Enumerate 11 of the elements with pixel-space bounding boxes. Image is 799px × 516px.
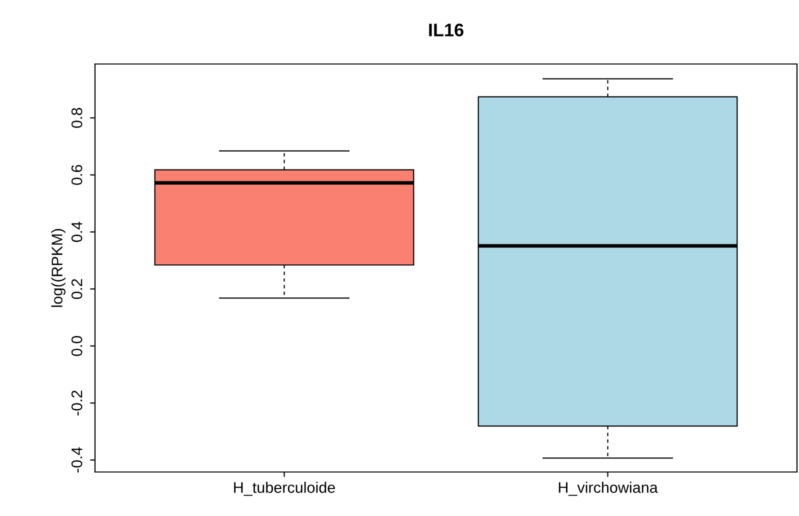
y-tick-label: 0.2 [71, 279, 82, 299]
y-tick-label: 0.4 [71, 222, 82, 242]
x-tick-label: H_tuberculoide [234, 482, 335, 496]
y-tick-label: 0.8 [71, 108, 82, 128]
x-tick-label: H_virchowiana [558, 482, 658, 496]
y-tick-label: 0.0 [71, 336, 82, 356]
chart-title: IL16 [429, 24, 464, 36]
y-tick-label: -0.4 [71, 447, 82, 473]
y-tick-label: 0.6 [71, 164, 82, 185]
y-axis-title: log((RPKM) [51, 229, 66, 307]
y-tick-label: -0.2 [71, 390, 82, 416]
